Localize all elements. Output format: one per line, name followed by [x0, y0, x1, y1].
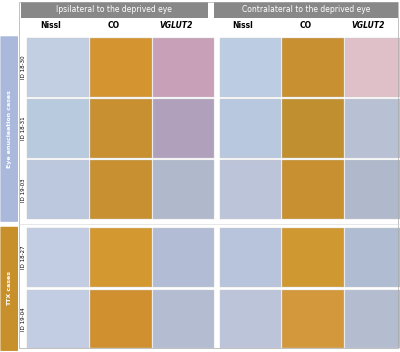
Text: ID 19-03: ID 19-03	[21, 178, 26, 202]
Bar	[27, 38, 89, 96]
Bar	[90, 290, 152, 348]
Bar	[27, 161, 89, 219]
Text: Eye enucleation cases: Eye enucleation cases	[7, 90, 12, 168]
Text: ID 18-31: ID 18-31	[21, 117, 26, 140]
Bar	[345, 290, 400, 348]
Bar	[90, 38, 152, 96]
Text: Contralateral to the deprived eye: Contralateral to the deprived eye	[242, 5, 370, 14]
Bar	[153, 228, 214, 287]
Bar	[153, 99, 214, 158]
Bar	[282, 161, 344, 219]
Bar	[90, 99, 152, 158]
Text: Nissl: Nissl	[233, 21, 253, 30]
Bar	[220, 99, 281, 158]
Bar	[220, 228, 281, 287]
Bar	[214, 2, 398, 18]
Text: CO: CO	[300, 21, 312, 30]
Bar	[345, 228, 400, 287]
Text: TTX cases: TTX cases	[7, 271, 12, 306]
Bar	[153, 161, 214, 219]
Bar	[21, 2, 208, 18]
Bar	[282, 99, 344, 158]
Bar	[27, 290, 89, 348]
Bar	[282, 38, 344, 96]
Bar	[27, 99, 89, 158]
Text: ID 18-30: ID 18-30	[21, 55, 26, 79]
Text: CO: CO	[107, 21, 120, 30]
Text: ID 18-27: ID 18-27	[21, 246, 26, 269]
FancyBboxPatch shape	[0, 227, 18, 351]
Bar	[90, 228, 152, 287]
Bar	[220, 161, 281, 219]
Text: Nissl: Nissl	[40, 21, 61, 30]
Bar	[220, 38, 281, 96]
Text: ID 19-04: ID 19-04	[21, 307, 26, 331]
Bar	[27, 228, 89, 287]
Bar	[345, 99, 400, 158]
Bar	[153, 290, 214, 348]
Bar	[153, 38, 214, 96]
FancyBboxPatch shape	[0, 36, 18, 222]
Bar	[220, 290, 281, 348]
Bar	[282, 290, 344, 348]
Bar	[90, 161, 152, 219]
Text: VGLUT2: VGLUT2	[160, 21, 193, 30]
Bar	[345, 38, 400, 96]
Bar	[282, 228, 344, 287]
Text: Ipsilateral to the deprived eye: Ipsilateral to the deprived eye	[56, 5, 172, 14]
Text: VGLUT2: VGLUT2	[352, 21, 385, 30]
Bar	[345, 161, 400, 219]
